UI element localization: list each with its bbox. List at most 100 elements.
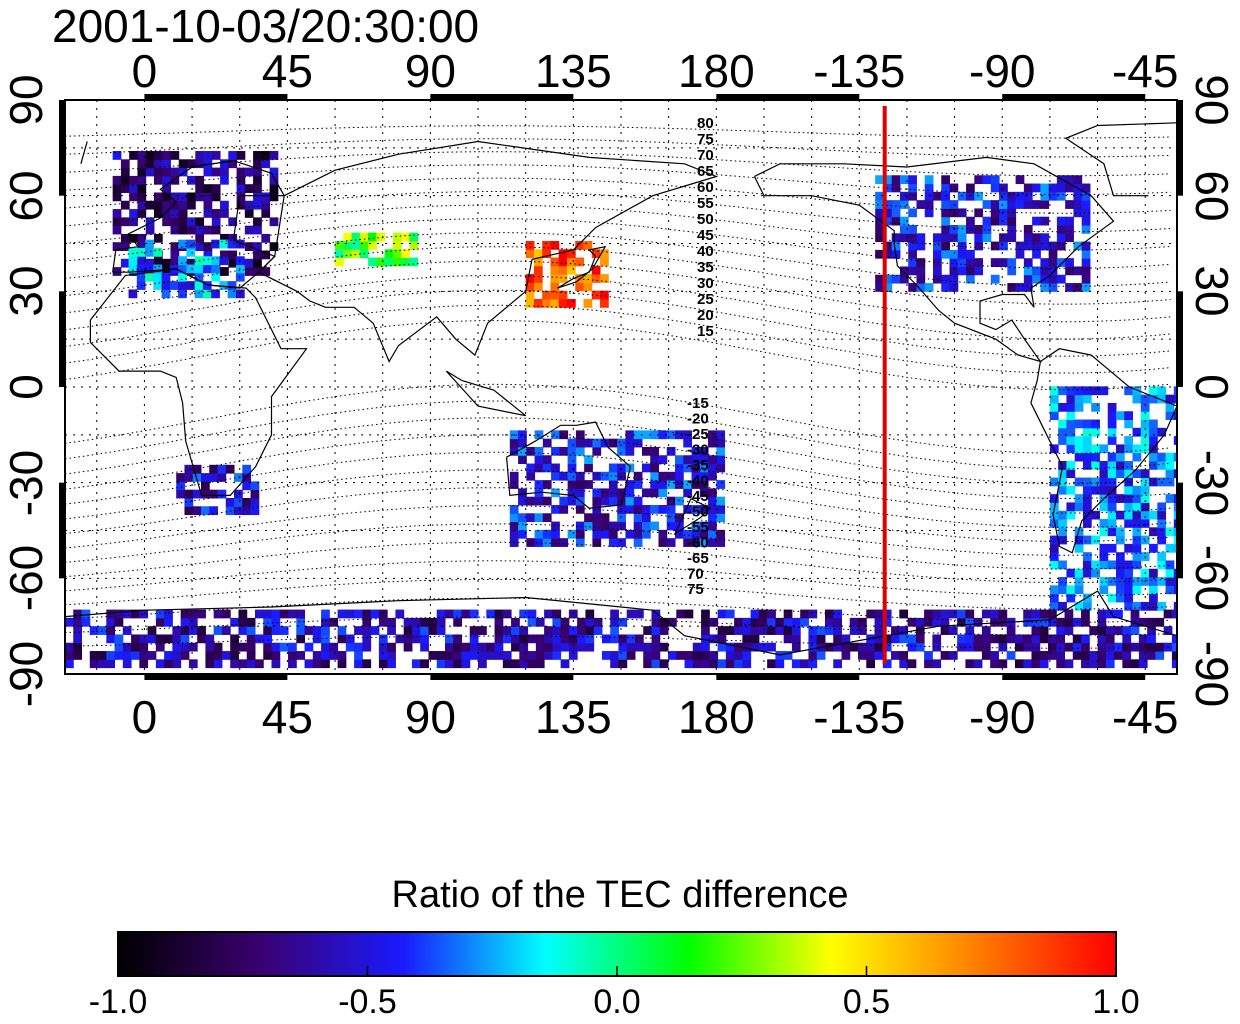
tec-cell: [641, 521, 651, 531]
tec-cell: [552, 651, 562, 660]
tec-cell: [708, 455, 717, 465]
tec-cell: [618, 651, 628, 660]
tec-cell: [534, 455, 544, 465]
tec-cell: [147, 634, 157, 644]
tec-cell: [1081, 609, 1090, 619]
map-grid: [65, 100, 1177, 674]
tec-cell: [359, 240, 369, 250]
tec-cell: [1073, 191, 1083, 201]
tec-cell: [1157, 460, 1167, 470]
tec-cell: [1124, 436, 1134, 445]
tec-cell: [559, 496, 569, 506]
tec-cell: [518, 488, 527, 498]
tec-cell: [875, 233, 884, 243]
tec-cell: [1049, 477, 1059, 487]
tec-cell: [436, 617, 446, 627]
tec-cell: [957, 258, 967, 267]
tec-cell: [343, 249, 353, 259]
contour-label: 15: [697, 323, 714, 340]
tec-cell: [577, 642, 586, 652]
tec-cell: [874, 651, 884, 660]
tec-cell: [1049, 394, 1059, 404]
tec-cell: [544, 642, 553, 652]
tec-cell: [566, 249, 576, 259]
tec-cell: [129, 151, 138, 160]
tec-cell: [1091, 535, 1100, 545]
tec-cell: [253, 167, 262, 177]
tec-cell: [343, 232, 353, 242]
tec-cell: [932, 634, 942, 644]
tec-cell: [1081, 283, 1091, 292]
tec-cell: [916, 200, 926, 209]
tec-cell: [998, 659, 1008, 669]
tec-cell: [683, 438, 693, 448]
tec-cell: [176, 489, 185, 499]
tec-cell: [1066, 510, 1076, 520]
tec-cell: [949, 274, 959, 284]
tec-cell: [120, 200, 130, 210]
tec-cell: [633, 513, 643, 523]
tec-cell: [225, 497, 235, 507]
tec-cell: [106, 659, 116, 669]
tec-cell: [1049, 543, 1059, 553]
tec-cell: [1066, 427, 1076, 437]
contour-label: -65: [687, 550, 709, 567]
tec-cell: [1173, 601, 1177, 611]
tec-cell: [575, 257, 585, 267]
tec-cell: [395, 634, 405, 644]
tec-cell: [1074, 543, 1084, 553]
tec-cell: [1058, 577, 1067, 586]
tec-cell: [767, 642, 776, 652]
tec-cell: [1040, 258, 1050, 267]
tec-cell: [162, 167, 171, 177]
tec-cell: [180, 651, 190, 660]
tec-cell: [269, 167, 279, 177]
tec-cell: [1048, 651, 1057, 660]
tec-cell: [387, 659, 396, 669]
tec-cell: [550, 290, 560, 300]
tec-cell: [833, 609, 842, 619]
frame-tick-bar: [59, 291, 65, 387]
tec-cell: [676, 609, 686, 619]
tec-cell: [908, 233, 917, 243]
tec-cell: [1074, 477, 1084, 487]
tec-cell: [211, 217, 221, 227]
tec-cell: [220, 175, 229, 185]
tec-cell: [875, 225, 884, 234]
tec-cell: [650, 430, 659, 440]
tec-cell: [145, 159, 155, 169]
tec-cell: [244, 184, 254, 193]
tec-cell: [502, 626, 512, 635]
tec-cell: [250, 481, 260, 491]
tec-cell: [932, 266, 942, 276]
tec-cell: [833, 626, 842, 635]
tec-cell: [575, 430, 585, 440]
tec-cell: [551, 463, 560, 473]
tec-cell: [1107, 411, 1117, 421]
tec-cell: [219, 281, 229, 290]
tec-cell: [583, 282, 593, 292]
tec-cell: [519, 642, 529, 652]
tec-cell: [1099, 460, 1109, 470]
tec-cell: [112, 175, 122, 185]
tec-cell: [242, 506, 252, 516]
tec-cell: [1007, 233, 1017, 243]
tec-cell: [1140, 419, 1150, 429]
tec-cell: [1173, 519, 1177, 528]
tec-cell: [1173, 568, 1177, 578]
tec-cell: [558, 249, 568, 259]
tec-cell: [519, 634, 529, 644]
lat-tick-label: -30: [1186, 449, 1238, 516]
tec-cell: [1023, 241, 1033, 251]
contour-label: 50: [697, 211, 714, 228]
tec-cell: [526, 538, 536, 547]
tec-cell: [453, 609, 463, 619]
tec-cell: [566, 298, 576, 308]
tec-cell: [1157, 477, 1167, 487]
contour-label: -25: [687, 426, 709, 443]
lat-tick-label: -90: [1186, 640, 1238, 708]
tec-cell: [1099, 502, 1109, 512]
tec-cell: [1124, 585, 1134, 595]
tec-cell: [891, 241, 901, 251]
tec-cell: [1099, 485, 1109, 495]
